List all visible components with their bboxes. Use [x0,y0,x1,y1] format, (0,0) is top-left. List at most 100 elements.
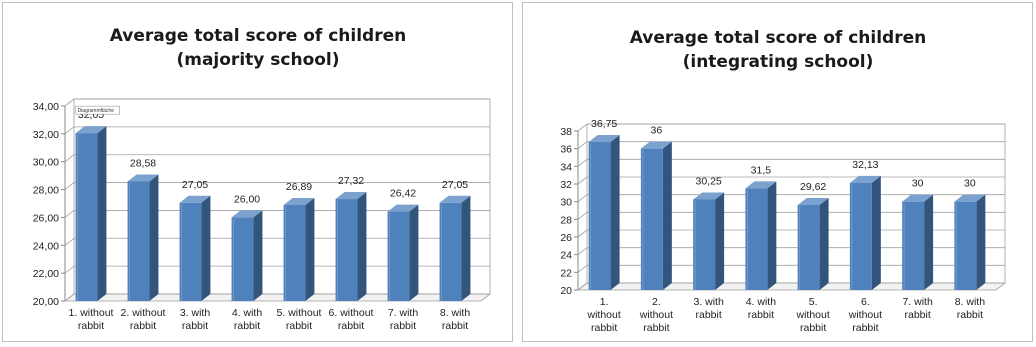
bar-top [335,192,367,200]
y-tick-label: 30 [560,197,572,209]
y-tick-label: 24,00 [33,240,59,252]
bar-front [335,199,358,301]
gridline-side [577,141,588,149]
bar-top [849,175,881,183]
category-label: 1. without [69,307,114,319]
gridline-side [577,212,588,220]
category-label: 8. with [440,307,471,319]
bar-front [693,199,716,290]
y-tick-label: 32 [560,179,572,191]
bar-front [179,202,202,301]
gridline-side [577,123,588,132]
bar [335,192,367,301]
gridline-side [577,159,588,167]
y-tick-label: 36 [560,144,572,156]
data-label: 36,75 [591,118,617,130]
gridline-side [64,126,75,135]
category-label: rabbit [338,320,364,332]
chart-integrating-school: Average total score of children (integrat… [560,28,1007,334]
y-tick-label: 26,00 [33,212,59,224]
y-tick-label: 28,00 [33,185,59,197]
bar-front [231,217,254,301]
y-tick-label: 22,00 [33,268,59,280]
y-tick-label: 34,00 [33,101,59,113]
y-tick-label: 30,00 [33,157,59,169]
bar-side [610,135,620,290]
category-label: rabbit [643,322,669,334]
data-label: 31,5 [751,164,772,176]
chart-title-line: Average total score of children [110,26,407,46]
bar-front [439,202,462,301]
category-label: rabbit [182,320,208,332]
bar-side [253,210,263,301]
gridline-side [577,282,588,291]
bar [745,181,777,290]
bar [387,204,419,301]
bar-top [439,195,471,203]
category-label: 3. with [693,296,724,308]
bar-side [409,204,419,301]
bar-front [283,205,306,301]
bar-front [849,182,872,290]
bar [693,192,725,290]
category-label: 7. with [388,307,419,319]
bar-front [902,201,925,290]
bar-top [179,195,211,203]
category-label: rabbit [286,320,312,332]
y-tick-label: 26 [560,232,572,244]
category-label: rabbit [695,309,721,321]
category-label: without [586,309,620,321]
y-tick-label: 34 [560,161,572,173]
gridline-side [577,194,588,202]
bar [283,198,315,301]
category-label: rabbit [591,322,617,334]
category-label: rabbit [442,320,468,332]
gridline-side [64,210,75,218]
data-label: 27,05 [442,179,468,191]
bar-top [231,210,263,218]
y-tick-label: 20 [560,285,572,297]
chart-panel-majority-school: Average total score of children (majority… [2,2,513,342]
gridline-side [64,98,75,107]
bar-top [902,194,934,202]
gridline-side [577,265,588,273]
category-label: without [795,309,829,321]
bar-top [283,198,315,206]
category-label: 8. with [955,296,986,308]
chart-panel-integrating-school: Average total score of children (integrat… [522,2,1033,342]
bar [902,194,934,290]
bar [231,210,263,301]
bar [797,198,829,290]
y-tick-label: 28 [560,214,572,226]
bar-top [745,181,777,189]
category-label: rabbit [748,309,774,321]
data-label: 32,13 [852,159,878,171]
category-label: 7. with [902,296,933,308]
chart-title-line: (integrating school) [683,52,874,72]
data-label: 28,58 [130,157,156,169]
gridline-side [64,293,75,302]
bar-front [75,133,98,301]
bar-front [954,201,977,290]
bar-side [461,195,471,301]
bar [439,195,471,301]
category-label: 5. [809,296,818,308]
data-label: 26,00 [234,193,260,205]
bar [954,194,986,290]
bar-front [588,142,611,290]
category-label: 3. with [180,307,211,319]
category-label: 4. with [232,307,263,319]
data-label: 36 [651,125,663,137]
bar-side [767,181,777,290]
category-label: rabbit [957,309,983,321]
y-tick-label: 22 [560,267,572,279]
bar-top [640,141,672,149]
category-label: 6. without [329,307,374,319]
bar-side [149,174,159,301]
bar-front [797,205,820,290]
bar-side [871,175,881,290]
category-label: rabbit [852,322,878,334]
bar-side [662,141,672,290]
y-tick-label: 20,00 [33,296,59,308]
category-label: rabbit [904,309,930,321]
